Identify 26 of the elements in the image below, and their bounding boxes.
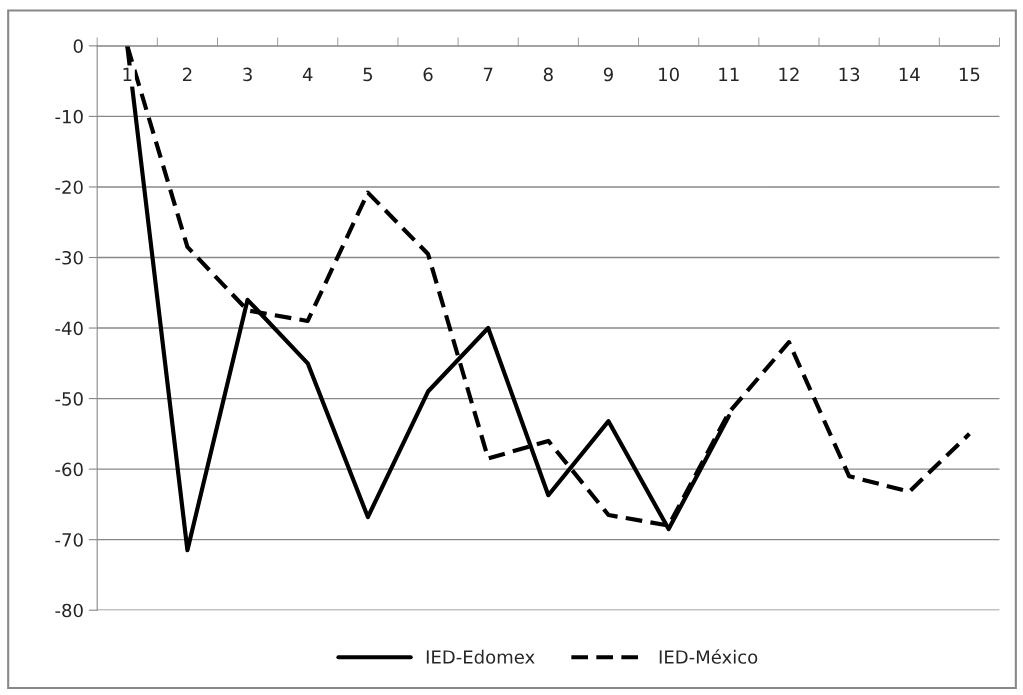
y-tick-label: -10 [55, 109, 83, 124]
y-tick-label: -50 [55, 392, 83, 406]
y-tick-label: -40 [55, 321, 83, 336]
x-tick-label: 7 [483, 67, 493, 81]
x-tick-label: 8 [543, 67, 553, 82]
x-tick-label: 15 [959, 67, 980, 82]
x-tick-label: 13 [839, 67, 860, 82]
x-tick-label: 9 [603, 67, 613, 82]
y-tick-label: -80 [55, 603, 83, 618]
x-tick-label: 11 [719, 67, 739, 81]
x-tick-label: 3 [243, 67, 252, 82]
y-tick-label: 0 [73, 39, 83, 53]
y-tick-label: -20 [55, 180, 83, 195]
x-tick-label: 10 [659, 67, 679, 82]
x-tick-label: 14 [899, 67, 920, 81]
x-tick-label: 4 [302, 67, 313, 81]
x-tick-label: 1 [123, 67, 132, 81]
legend-label: IED-México [659, 649, 758, 664]
y-tick-label: -30 [55, 250, 83, 265]
x-tick-label: 5 [363, 67, 373, 82]
y-tick-label: -70 [55, 533, 83, 547]
legend-label: IED-Edomex [426, 649, 535, 664]
x-tick-label: 2 [182, 67, 192, 81]
x-tick-label: 6 [423, 67, 433, 82]
y-tick-label: -60 [55, 462, 83, 477]
x-tick-label: 12 [779, 67, 799, 81]
